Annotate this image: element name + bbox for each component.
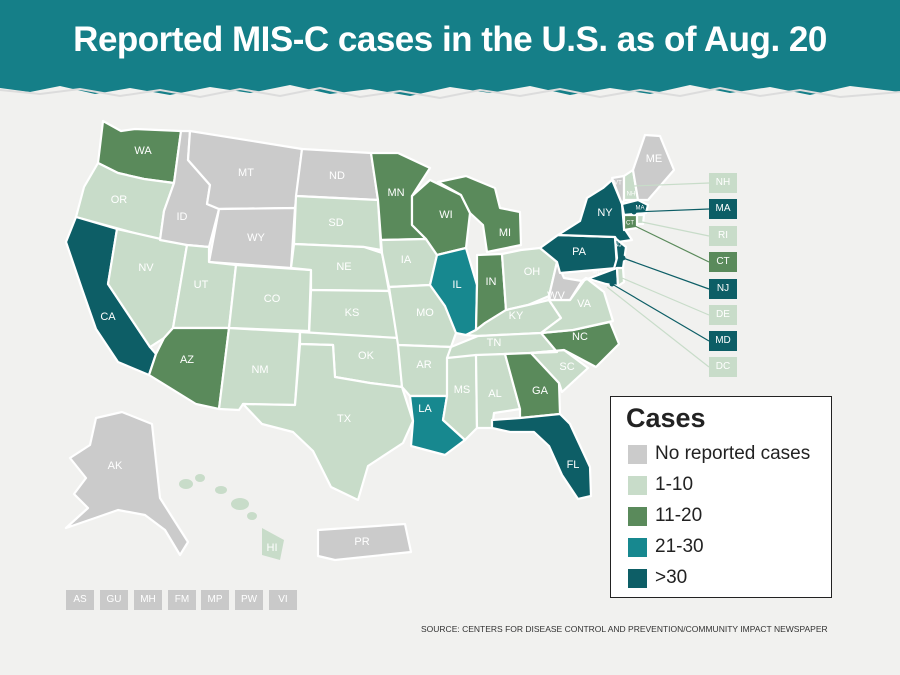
callout-DE: DE <box>709 305 737 325</box>
legend-swatch <box>628 569 647 588</box>
state-MI <box>436 174 523 254</box>
state-TX <box>241 342 415 502</box>
label-AR: AR <box>416 359 431 371</box>
label-MS: MS <box>454 384 471 396</box>
label-MT: MT <box>238 167 254 179</box>
legend: Cases No reported cases 1-10 11-20 21-30… <box>610 396 832 598</box>
callout-lines <box>606 182 710 368</box>
legend-swatch <box>628 476 647 495</box>
label-MO: MO <box>416 307 434 319</box>
callout-MD: MD <box>709 331 737 351</box>
label-WY: WY <box>247 232 265 244</box>
label-CT: CT <box>626 221 634 227</box>
label-OK: OK <box>358 350 375 362</box>
label-IN: IN <box>486 276 497 288</box>
state-HI <box>179 474 284 560</box>
label-FL: FL <box>567 459 580 471</box>
label-TX: TX <box>337 413 352 425</box>
state-ME <box>631 133 676 202</box>
label-ME: ME <box>646 153 663 165</box>
state-PR <box>316 522 413 562</box>
legend-swatch <box>628 538 647 557</box>
territory-PW: PW <box>235 590 263 610</box>
legend-title: Cases <box>626 403 706 433</box>
source-note: SOURCE: CENTERS FOR DISEASE CONTROL AND … <box>421 624 828 634</box>
label-SC: SC <box>559 361 574 373</box>
label-PA: PA <box>572 246 587 258</box>
label-MI: MI <box>499 227 511 239</box>
label-KS: KS <box>345 307 360 319</box>
label-OR: OR <box>111 194 128 206</box>
label-AL: AL <box>488 388 501 400</box>
label-NH: NH <box>627 192 636 198</box>
territory-MP: MP <box>201 590 229 610</box>
label-MA: MA <box>636 206 645 212</box>
label-VA: VA <box>577 298 592 310</box>
label-OH: OH <box>524 266 541 278</box>
state-DE <box>615 266 626 288</box>
territory-GU: GU <box>100 590 128 610</box>
label-GA: GA <box>532 385 549 397</box>
callout-RI: RI <box>709 226 737 246</box>
label-TN: TN <box>487 337 502 349</box>
label-AK: AK <box>108 460 123 472</box>
label-KY: KY <box>509 310 524 322</box>
label-NM: NM <box>251 364 268 376</box>
label-SD: SD <box>328 217 343 229</box>
label-PR: PR <box>354 536 369 548</box>
state-CT <box>622 213 639 232</box>
callout-CT: CT <box>709 252 737 272</box>
territory-MH: MH <box>134 590 162 610</box>
legend-label: >30 <box>655 567 688 588</box>
label-WA: WA <box>134 145 152 157</box>
label-MD: MD <box>592 270 602 276</box>
legend-swatch <box>628 445 647 464</box>
legend-label: 1-10 <box>655 474 694 495</box>
label-WI: WI <box>439 209 452 221</box>
state-AK <box>64 410 190 557</box>
label-ND: ND <box>329 170 345 182</box>
label-IA: IA <box>401 254 412 266</box>
legend-label: No reported cases <box>655 443 811 464</box>
label-NE: NE <box>336 261 351 273</box>
callout-MA: MA <box>709 199 737 219</box>
callout-NJ: NJ <box>709 279 737 299</box>
legend-swatch <box>628 507 647 526</box>
label-LA: LA <box>418 403 432 415</box>
state-FL <box>490 412 593 501</box>
label-HI: HI <box>267 542 278 554</box>
territory-FM: FM <box>168 590 196 610</box>
legend-label: 21-30 <box>655 536 704 557</box>
legend-label: 11-20 <box>655 505 703 526</box>
callout-NH: NH <box>709 173 737 193</box>
torn-paper-edge <box>0 85 900 110</box>
label-NJ: NJ <box>614 243 621 249</box>
label-ID: ID <box>177 211 188 223</box>
territory-AS: AS <box>66 590 94 610</box>
header-banner <box>0 0 900 96</box>
label-CA: CA <box>100 311 116 323</box>
label-IL: IL <box>452 279 461 291</box>
label-NV: NV <box>138 262 154 274</box>
page-title: Reported MIS-C cases in the U.S. as of A… <box>73 20 827 59</box>
label-CO: CO <box>264 293 281 305</box>
label-VT: VT <box>614 181 622 187</box>
label-WV: WV <box>547 290 565 302</box>
state-SD <box>292 194 383 252</box>
label-UT: UT <box>194 279 209 291</box>
territory-VI: VI <box>269 590 297 610</box>
label-NC: NC <box>572 331 588 343</box>
label-NY: NY <box>597 207 613 219</box>
label-AZ: AZ <box>180 354 194 366</box>
label-MN: MN <box>387 187 404 199</box>
callout-DC: DC <box>709 357 737 377</box>
